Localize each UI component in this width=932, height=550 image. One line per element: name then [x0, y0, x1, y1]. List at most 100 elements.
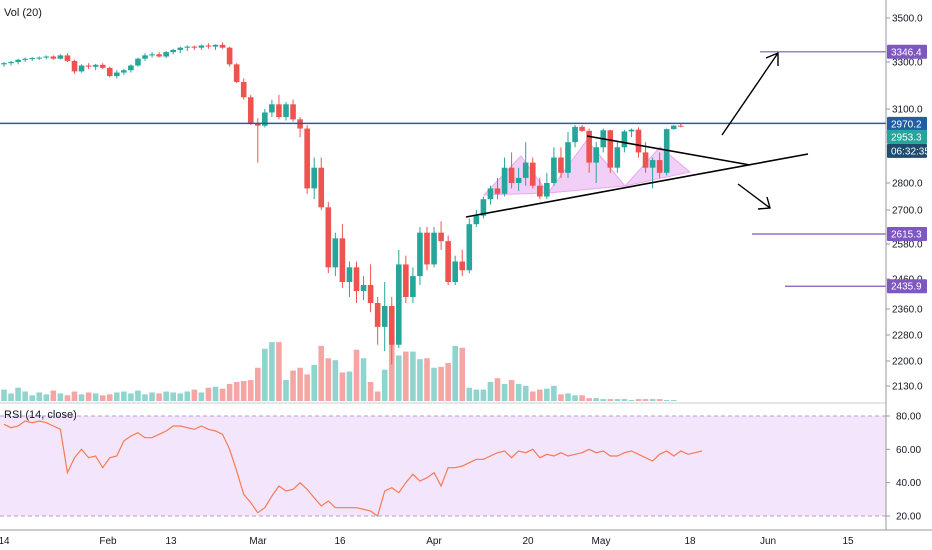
volume-bar [670, 400, 677, 401]
candle-body [121, 70, 127, 73]
volume-bar [663, 400, 670, 401]
candle-body [621, 131, 628, 148]
bearish-arrow-head [757, 196, 771, 210]
time-tick-label: 15 [842, 536, 854, 547]
candle-body [262, 112, 268, 126]
volume-bar [614, 399, 621, 401]
volume-bar [424, 358, 430, 401]
candle-body [607, 130, 614, 168]
time-tick-label: May [592, 536, 611, 547]
volume-bar [318, 345, 325, 401]
time-tick-label: 14 [0, 536, 10, 547]
candle-body [346, 267, 353, 282]
candle-body [551, 157, 557, 183]
candle-body [473, 215, 480, 225]
volume-bar [410, 351, 416, 401]
volume-bar [635, 399, 642, 401]
candle-body [226, 47, 233, 65]
volume-bar [487, 382, 494, 401]
volume-bar [262, 348, 268, 401]
volume-bar [50, 390, 57, 401]
time-tick-label: 18 [684, 536, 696, 547]
price-tick-label: 2800.0 [892, 179, 923, 190]
candle-body [276, 104, 282, 118]
volume-bar [544, 388, 550, 401]
hline-price-tag: 2970.2 [891, 119, 922, 130]
volume-bar [71, 391, 78, 401]
hline-price-tag-bg [887, 116, 927, 131]
candle-body [565, 142, 571, 173]
price-tick-label: 2700.0 [892, 206, 923, 217]
candle-body [642, 152, 649, 168]
trendline-drawings[interactable] [0, 51, 886, 287]
volume-bar [325, 358, 332, 401]
candle-body [374, 303, 381, 327]
volume-bar [64, 395, 71, 401]
candle-body [114, 72, 120, 77]
candle-body [678, 125, 684, 127]
candle-body [360, 285, 367, 291]
volume-bar [388, 340, 395, 401]
candle-body [15, 59, 21, 62]
volume-bar [149, 392, 155, 401]
volume-bar [276, 342, 282, 401]
last-price-tag: 2953.3 [891, 132, 922, 143]
candle-body [381, 306, 388, 327]
resistance-trendline [586, 135, 751, 166]
candle-body [572, 126, 578, 143]
volume-bar [184, 391, 191, 401]
target-mid-tag-bg [887, 226, 927, 241]
bullish-arrow-head [765, 51, 779, 66]
volume-bar [579, 395, 585, 401]
volume-bar [459, 347, 466, 401]
candle-body [537, 185, 543, 197]
volume-bar [452, 345, 458, 401]
candle-body [290, 104, 296, 120]
price-tags: 3346.4 2970.2 2953.3 06:32:35 2615.3 2435.9 [887, 44, 930, 294]
candle-body [57, 55, 64, 59]
candle-body [480, 199, 487, 216]
candle-body [522, 162, 529, 178]
candle-body [219, 44, 226, 48]
target-up-tag: 3346.4 [891, 47, 922, 58]
volume-bar [99, 395, 106, 401]
volume-bar [339, 372, 346, 401]
candle-body [8, 62, 14, 64]
volume-bar [522, 385, 529, 401]
volume-bar [656, 399, 663, 401]
volume-indicator-label[interactable]: Vol (20) [4, 7, 42, 19]
candle-body [184, 46, 191, 48]
volume-bars [1, 340, 677, 401]
rsi-panel [0, 415, 886, 517]
candle-body [149, 54, 155, 56]
volume-bar [332, 360, 339, 401]
candle-body [128, 65, 134, 71]
candle-body [191, 46, 198, 48]
countdown-tag-bg [887, 143, 927, 158]
volume-bar [198, 392, 205, 401]
time-tick-label: 13 [165, 536, 177, 547]
last-price-tag-bg [887, 129, 927, 144]
rsi-indicator-label[interactable]: RSI (14, close) [4, 409, 77, 421]
target-mid-tag: 2615.3 [891, 229, 922, 240]
volume-bar [22, 391, 28, 401]
candle-body [50, 56, 57, 59]
volume-bar [43, 394, 50, 401]
volume-bar [92, 393, 99, 401]
volume-bar [128, 393, 134, 401]
volume-bar [226, 383, 233, 401]
volume-bar [78, 394, 85, 401]
candle-body [1, 63, 7, 65]
candle-body [452, 261, 458, 282]
candle-body [43, 56, 50, 58]
volume-bar [586, 398, 592, 401]
target-low-tag: 2435.9 [891, 282, 922, 293]
volume-bar [135, 390, 141, 401]
candlesticks [1, 42, 684, 365]
candle-body [36, 57, 43, 59]
volume-bar [593, 398, 599, 401]
countdown-tag: 06:32:35 [891, 146, 930, 157]
candle-body [459, 261, 466, 271]
rsi-tick-label: 60.00 [896, 445, 921, 456]
